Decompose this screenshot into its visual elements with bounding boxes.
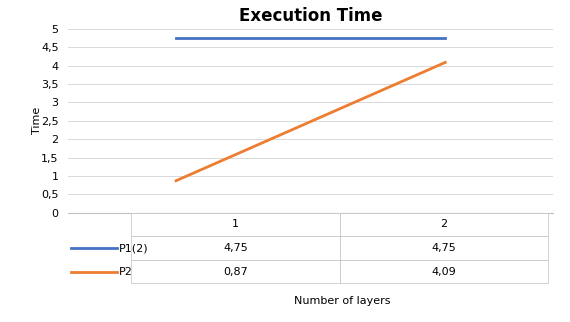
Text: P2: P2 [119, 267, 133, 277]
Text: Number of layers: Number of layers [294, 296, 390, 306]
Y-axis label: Time: Time [32, 107, 42, 135]
Text: P1(2): P1(2) [119, 243, 149, 253]
Title: Execution Time: Execution Time [239, 7, 382, 25]
